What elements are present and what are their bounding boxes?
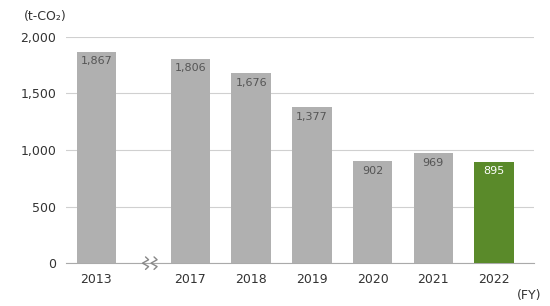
Bar: [414, 153, 453, 263]
Text: 895: 895: [483, 166, 505, 176]
Text: 902: 902: [362, 166, 383, 176]
Bar: [292, 107, 332, 263]
Bar: [474, 162, 514, 263]
Bar: [76, 52, 116, 263]
Bar: [232, 73, 271, 263]
Text: (t-CO₂): (t-CO₂): [24, 10, 67, 23]
Bar: [170, 59, 210, 263]
Text: (FY): (FY): [517, 289, 542, 302]
Text: 1,377: 1,377: [296, 112, 328, 122]
Text: 1,676: 1,676: [235, 78, 267, 88]
Bar: [353, 161, 392, 263]
Text: 969: 969: [423, 158, 444, 168]
Text: 1,806: 1,806: [175, 63, 206, 73]
Text: 1,867: 1,867: [80, 56, 112, 66]
